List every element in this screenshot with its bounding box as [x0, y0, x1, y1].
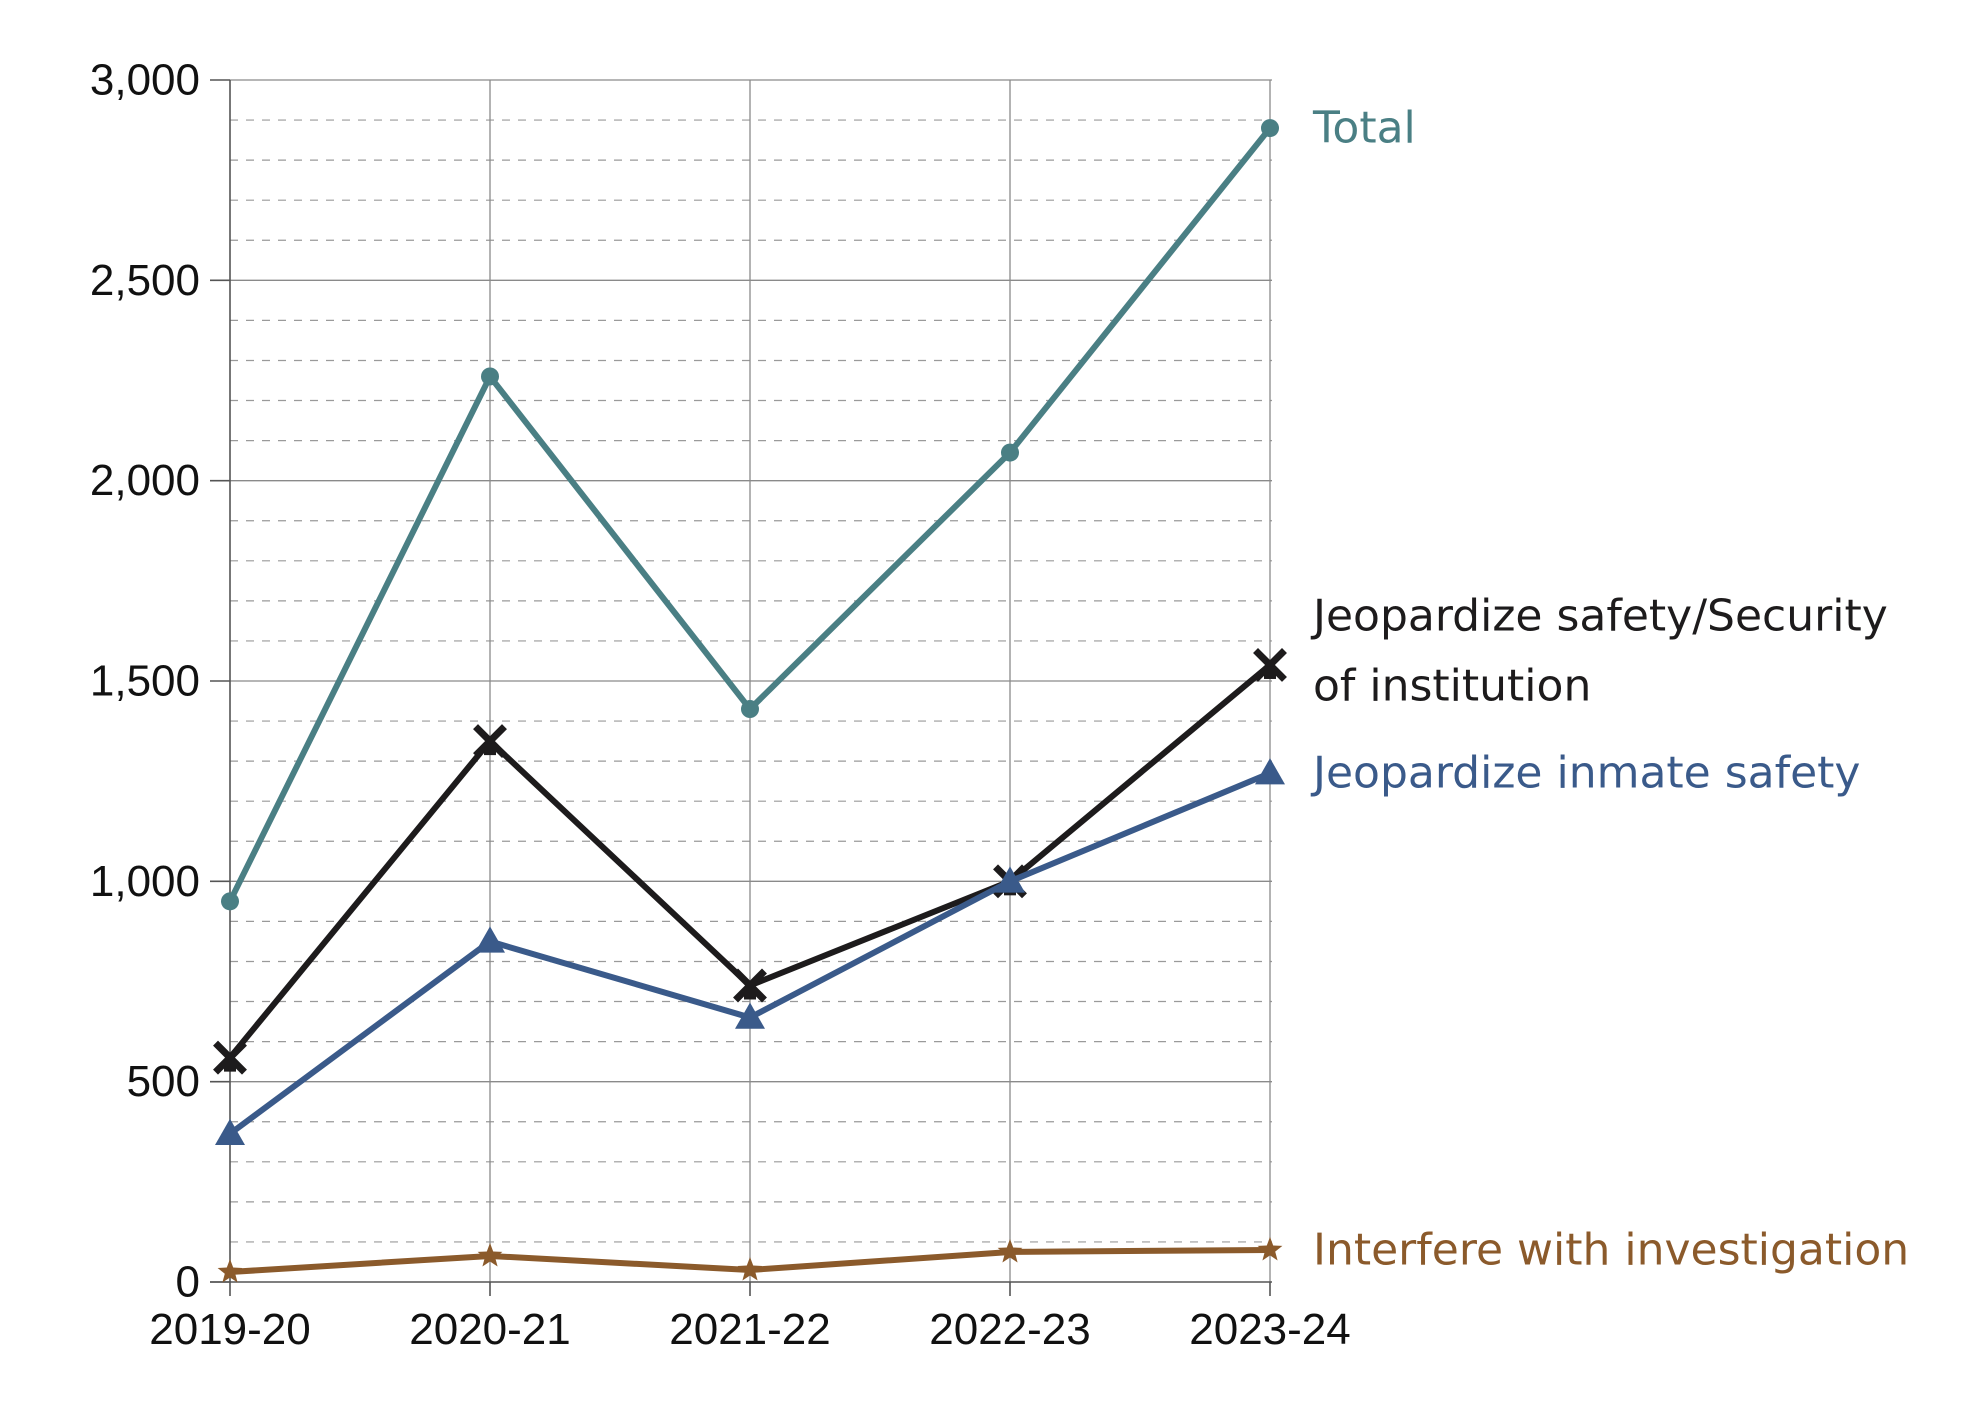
y-tick-label: 2,500: [90, 256, 200, 305]
data-point-marker: [215, 1118, 245, 1146]
series-inmate: [215, 758, 1285, 1146]
data-point-marker: [213, 1040, 247, 1075]
series-label-investigation: Interfere with investigation: [1313, 1224, 1909, 1275]
series-label-total: Total: [1312, 103, 1416, 154]
series-label-security: of institution: [1313, 660, 1591, 711]
data-point-marker: [217, 1259, 243, 1283]
data-point-marker: [995, 866, 1025, 893]
axes: 0 500 1,000 1,500 2,000 2,500 3,000 2019-20 2020…: [90, 56, 1351, 1355]
series-label-security: Jeopardize safety/Security: [1310, 590, 1888, 641]
data-point-marker: [1253, 648, 1287, 682]
data-point-marker: [1001, 443, 1019, 462]
data-point-marker: [737, 1257, 763, 1281]
data-point-marker: [735, 1002, 765, 1029]
data-point-marker: [1255, 758, 1285, 785]
data-point-marker: [741, 700, 759, 719]
grid-lines: [230, 79, 1272, 1282]
y-tick-label: 0: [176, 1258, 200, 1307]
data-point-marker: [997, 1239, 1023, 1263]
x-tick-label: 2021-22: [669, 1305, 830, 1354]
y-tick-label: 2,000: [90, 456, 200, 505]
y-tick-label: 1,500: [90, 657, 200, 706]
data-point-marker: [733, 968, 767, 1003]
series-labels: Total Jeopardize safety/Security of instit…: [1310, 103, 1909, 1276]
series-total: [221, 119, 1279, 911]
x-tick-label: 2023-24: [1189, 1305, 1350, 1354]
x-tick-label: 2019-20: [149, 1305, 310, 1354]
x-tick-label: 2022-23: [929, 1305, 1090, 1354]
y-tick-label: 3,000: [90, 56, 200, 105]
data-point-marker: [221, 892, 239, 911]
series-security: [213, 648, 1287, 1075]
data-point-marker: [475, 926, 505, 953]
series-lines: [213, 119, 1287, 1283]
x-tick-label: 2020-21: [409, 1305, 570, 1354]
series-label-inmate: Jeopardize inmate safety: [1310, 748, 1860, 799]
data-point-marker: [1261, 119, 1279, 138]
series-investigation: [217, 1236, 1283, 1283]
data-point-marker: [473, 724, 507, 759]
y-tick-label: 1,000: [90, 857, 200, 906]
data-point-marker: [1257, 1236, 1283, 1261]
data-point-marker: [477, 1243, 503, 1267]
y-tick-label: 500: [127, 1057, 200, 1106]
data-point-marker: [481, 367, 499, 386]
